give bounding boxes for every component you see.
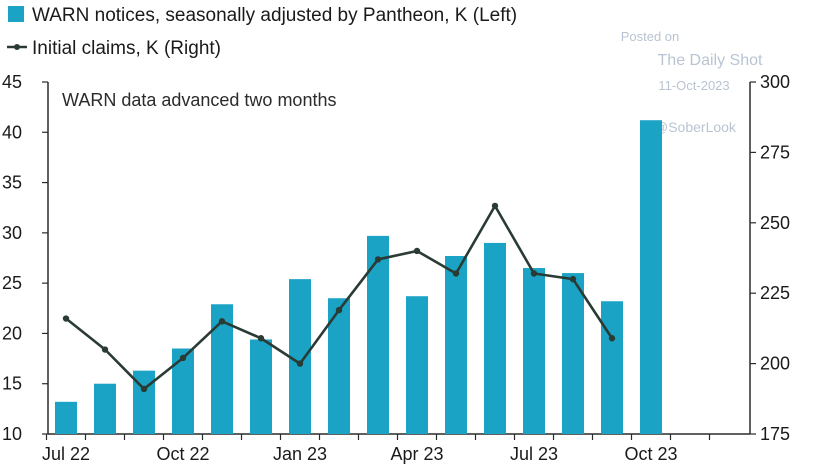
- legend-bar-swatch: [8, 6, 24, 22]
- legend-bar-label: WARN notices, seasonally adjusted by Pan…: [32, 5, 517, 26]
- right-tick-label: 300: [760, 72, 790, 92]
- right-tick-label: 200: [760, 354, 790, 374]
- line-point: [140, 385, 148, 393]
- line-point: [257, 335, 265, 342]
- bar: [562, 273, 584, 434]
- bar: [445, 255, 467, 434]
- right-tick-label: 275: [760, 142, 790, 162]
- line-point: [335, 306, 343, 314]
- x-tick-label: Jul 22: [42, 444, 90, 464]
- watermark-date: 11-Oct-2023: [658, 78, 729, 93]
- legend-line-label: Initial claims, K (Right): [32, 38, 221, 59]
- x-tick-label: Apr 23: [390, 444, 443, 464]
- right-axis-ticks: 175 200 225 250 275 300: [750, 72, 790, 444]
- bar: [601, 301, 623, 434]
- bar: [523, 268, 545, 434]
- left-tick-label: 40: [2, 122, 22, 142]
- line-point: [491, 202, 499, 210]
- watermark: Posted on The Daily Shot 11-Oct-2023 @So…: [621, 29, 763, 135]
- bar: [406, 296, 428, 434]
- line-point: [452, 270, 460, 277]
- bar: [94, 383, 116, 434]
- right-tick-label: 250: [760, 213, 790, 233]
- left-tick-label: 20: [2, 323, 22, 343]
- bar: [328, 298, 350, 434]
- line-point: [413, 247, 421, 255]
- left-tick-label: 45: [2, 72, 22, 92]
- left-axis-ticks: 10 15 20 25 30 35 40 45: [2, 72, 48, 444]
- line-point: [374, 256, 382, 263]
- bar: [289, 279, 311, 434]
- watermark-site: The Daily Shot: [658, 52, 763, 69]
- line-point: [218, 318, 226, 325]
- left-tick-label: 15: [2, 374, 22, 394]
- bar: [367, 235, 389, 434]
- watermark-handle: @SoberLook: [654, 119, 737, 135]
- x-tick-label: Oct 23: [624, 444, 677, 464]
- right-tick-label: 225: [760, 283, 790, 303]
- line-point: [608, 335, 616, 342]
- left-tick-label: 10: [2, 424, 22, 444]
- line-point: [179, 354, 187, 362]
- line-point: [296, 360, 304, 367]
- line-point: [62, 315, 70, 322]
- bar: [55, 401, 77, 434]
- bar: [211, 304, 233, 434]
- x-tick-label: Jul 23: [510, 444, 558, 464]
- watermark-posted-on: Posted on: [621, 29, 680, 44]
- line-point: [569, 275, 577, 283]
- x-tick-label: Jan 23: [273, 444, 327, 464]
- line-point: [101, 346, 109, 353]
- chart-annotation: WARN data advanced two months: [62, 90, 336, 110]
- bar: [133, 370, 155, 434]
- legend-line-marker: [14, 44, 20, 50]
- right-tick-label: 175: [760, 424, 790, 444]
- x-tick-label: Oct 22: [156, 444, 209, 464]
- left-tick-label: 35: [2, 173, 22, 193]
- left-tick-label: 25: [2, 273, 22, 293]
- bars-series: [55, 120, 662, 435]
- left-tick-label: 30: [2, 223, 22, 243]
- legend: WARN notices, seasonally adjusted by Pan…: [7, 5, 517, 59]
- bar: [640, 120, 662, 435]
- line-series: [62, 202, 616, 393]
- bar: [172, 348, 194, 434]
- line-point: [530, 270, 538, 277]
- bar: [484, 242, 506, 434]
- bar: [250, 339, 272, 434]
- x-axis-ticks: Jul 22 Oct 22 Jan 23 Apr 23 Jul 23 Oct 23: [42, 434, 711, 464]
